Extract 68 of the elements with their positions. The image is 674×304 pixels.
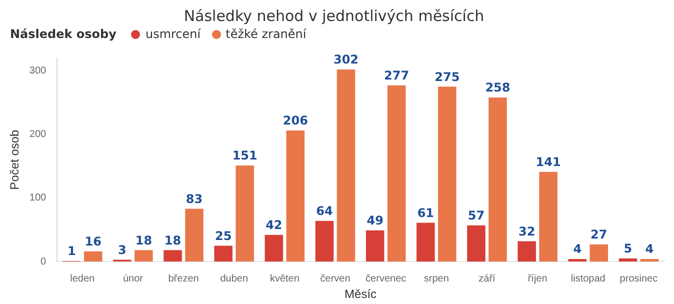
bar [416, 222, 435, 262]
bar [214, 246, 232, 262]
bar [438, 86, 456, 262]
x-tick-label: únor [122, 273, 144, 284]
bar [568, 259, 587, 262]
data-label: 18 [164, 233, 182, 248]
bar [590, 244, 608, 262]
y-axis-title: Počet osob [8, 129, 22, 190]
data-label: 206 [282, 114, 308, 128]
bar [236, 166, 254, 262]
bar [185, 208, 204, 262]
data-label: 3 [118, 242, 126, 257]
bar [618, 258, 638, 262]
x-tick-label: srpen [424, 273, 449, 284]
data-label: 83 [186, 192, 203, 206]
y-tick-label: 0 [40, 256, 47, 268]
x-tick-label: březen [168, 273, 199, 284]
bar [315, 220, 334, 262]
x-tick-label: listopad [570, 273, 606, 284]
data-label: 4 [645, 242, 654, 256]
data-label: 5 [624, 242, 632, 256]
bar [134, 250, 153, 262]
data-label: 42 [266, 218, 282, 232]
data-label: 16 [84, 234, 102, 249]
bar [640, 259, 659, 262]
bar [518, 241, 536, 262]
data-label: 27 [590, 228, 608, 242]
x-tick-label: květen [270, 273, 300, 284]
bar [467, 225, 486, 262]
x-tick-label: červenec [366, 273, 406, 284]
data-label: 258 [485, 80, 510, 95]
y-tick-label: 200 [29, 129, 47, 140]
data-label: 141 [536, 155, 561, 170]
legend-label: usmrcení [145, 27, 201, 41]
bar [488, 97, 507, 262]
x-tick-label: duben [220, 273, 248, 284]
bar [264, 234, 284, 262]
data-label: 57 [468, 208, 485, 222]
data-label: 61 [417, 206, 434, 220]
bar [164, 250, 182, 262]
legend-title: Následek osoby [10, 27, 116, 41]
data-label: 275 [434, 70, 460, 84]
x-tick-label: červen [320, 273, 350, 284]
y-tick-label: 100 [29, 192, 47, 204]
x-axis-title: Měsíc [344, 287, 377, 302]
bar [336, 69, 356, 262]
bar [286, 130, 305, 262]
x-tick-label: prosinec [620, 273, 658, 284]
x-tick-label: říjen [528, 273, 548, 284]
data-label: 49 [366, 214, 384, 228]
y-tick-label: 300 [29, 65, 47, 76]
data-label: 1 [67, 244, 76, 258]
x-tick-label: září [478, 273, 496, 284]
data-label: 151 [232, 148, 258, 163]
bar [84, 251, 102, 262]
data-label: 4 [573, 242, 582, 256]
bar [387, 85, 406, 262]
data-label: 277 [384, 68, 410, 82]
x-tick-label: leden [70, 273, 95, 284]
chart-title: Následky nehod v jednotlivých měsících [184, 6, 484, 25]
data-label: 64 [316, 204, 333, 218]
bar [366, 230, 384, 262]
data-label: 18 [135, 233, 152, 248]
legend-label: těžké zranění [226, 27, 306, 41]
data-label: 302 [333, 52, 359, 67]
data-label: 32 [518, 224, 536, 238]
data-label: 25 [215, 228, 232, 243]
bar [539, 172, 558, 262]
